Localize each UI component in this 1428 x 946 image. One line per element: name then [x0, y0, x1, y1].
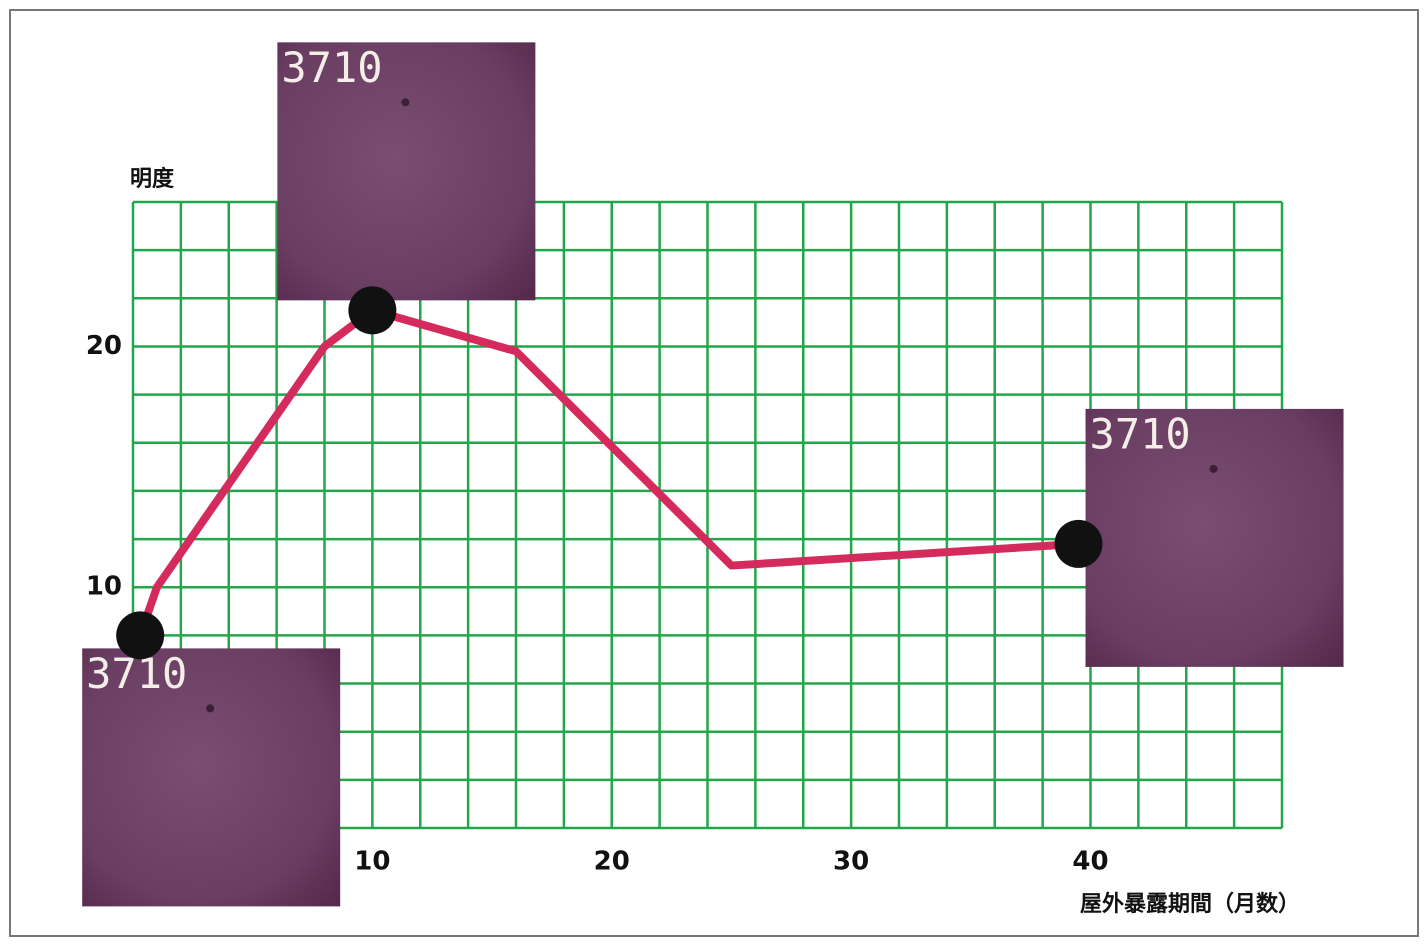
y-tick-label: 10	[86, 572, 122, 602]
swatch-photo	[82, 648, 341, 907]
swatch-speck	[401, 98, 410, 107]
swatch-speck	[1209, 464, 1218, 473]
swatch-speck	[206, 704, 215, 713]
point-marker	[116, 611, 165, 660]
swatch-label: 3710	[281, 43, 382, 92]
swatch-label: 3710	[1090, 409, 1191, 458]
frame	[9, 9, 1419, 937]
x-tick-label: 30	[833, 847, 869, 877]
swatch-photo	[277, 42, 536, 301]
x-tick-label: 10	[354, 847, 390, 877]
x-axis-label: 屋外暴露期間（月数）	[1080, 891, 1300, 917]
point-marker	[1054, 519, 1103, 568]
y-axis-label: 明度	[130, 166, 175, 192]
x-tick-label: 40	[1072, 847, 1108, 877]
y-tick-label: 20	[86, 331, 122, 361]
swatch-photo	[1085, 408, 1344, 667]
x-tick-label: 20	[594, 847, 630, 877]
sample-swatch: 3710	[277, 42, 536, 301]
sample-swatch: 3710	[82, 648, 341, 907]
point-marker	[348, 286, 397, 335]
sample-swatch: 3710	[1085, 408, 1344, 667]
